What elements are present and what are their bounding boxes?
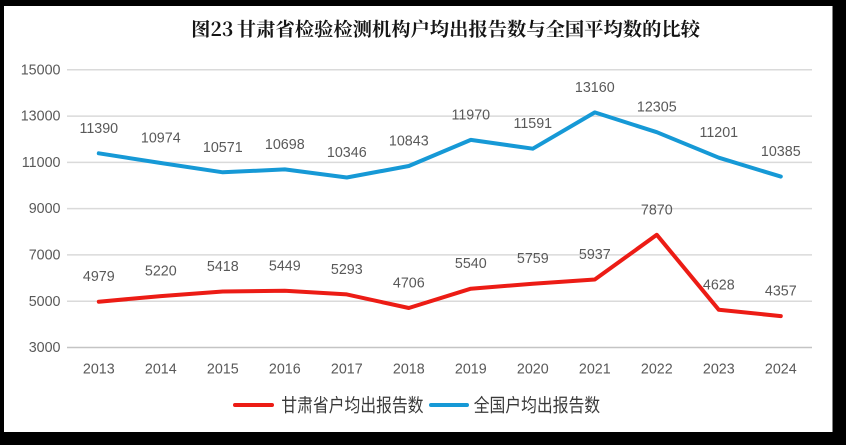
svg-text:13000: 13000 [21, 109, 61, 125]
svg-text:10571: 10571 [203, 140, 243, 156]
svg-text:2017: 2017 [331, 362, 363, 378]
svg-text:2018: 2018 [393, 362, 425, 378]
svg-text:2024: 2024 [765, 362, 797, 378]
svg-text:10385: 10385 [761, 144, 801, 160]
svg-text:11970: 11970 [451, 107, 490, 123]
svg-text:11390: 11390 [79, 121, 118, 137]
svg-text:5000: 5000 [29, 294, 61, 310]
svg-text:2021: 2021 [579, 362, 611, 378]
svg-text:2013: 2013 [83, 362, 115, 378]
svg-text:3000: 3000 [29, 340, 61, 356]
svg-text:13160: 13160 [575, 80, 615, 96]
svg-text:2022: 2022 [641, 362, 673, 378]
svg-text:10346: 10346 [327, 145, 367, 161]
svg-text:2014: 2014 [145, 362, 177, 378]
svg-text:2016: 2016 [269, 362, 301, 378]
svg-text:12305: 12305 [637, 100, 677, 116]
svg-text:2020: 2020 [517, 362, 549, 378]
svg-text:4706: 4706 [393, 276, 425, 292]
svg-text:4357: 4357 [765, 284, 797, 300]
svg-text:11201: 11201 [699, 125, 738, 141]
svg-text:10843: 10843 [389, 134, 429, 150]
svg-text:2023: 2023 [703, 362, 735, 378]
svg-text:9000: 9000 [29, 201, 61, 217]
svg-text:4628: 4628 [703, 277, 735, 293]
svg-text:2019: 2019 [455, 362, 487, 378]
svg-text:10974: 10974 [141, 131, 181, 147]
svg-text:5418: 5418 [207, 259, 239, 275]
svg-text:5759: 5759 [517, 251, 549, 267]
svg-text:2015: 2015 [207, 362, 239, 378]
svg-text:5293: 5293 [331, 262, 363, 278]
svg-text:5220: 5220 [145, 264, 177, 280]
svg-text:5540: 5540 [455, 256, 487, 272]
svg-text:7000: 7000 [29, 248, 61, 264]
svg-text:15000: 15000 [21, 62, 61, 78]
svg-text:5937: 5937 [579, 247, 611, 263]
svg-text:4979: 4979 [83, 269, 115, 285]
svg-text:11591: 11591 [513, 116, 552, 132]
svg-text:7870: 7870 [641, 202, 673, 218]
svg-text:5449: 5449 [269, 258, 301, 274]
svg-text:11000: 11000 [22, 155, 61, 171]
svg-text:10698: 10698 [265, 137, 305, 153]
